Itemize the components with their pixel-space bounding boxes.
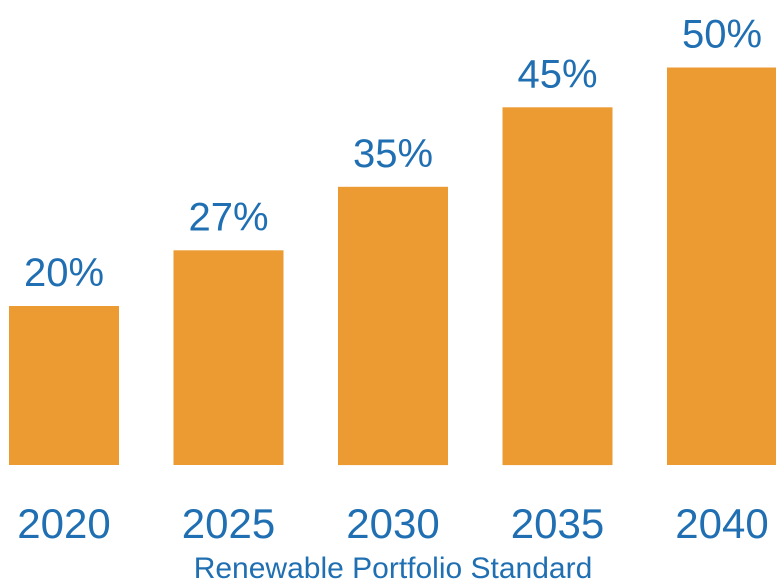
x-tick-label-2025: 2025 [182,500,275,547]
data-label-2020: 20% [24,251,104,295]
x-tick-label-2035: 2035 [511,500,604,547]
x-tick-label-2040: 2040 [675,500,768,547]
bar-2020 [9,306,119,465]
data-label-2040: 50% [682,13,762,57]
data-label-2035: 45% [517,52,597,96]
bar-2030 [338,186,448,466]
bar-2025 [173,250,284,465]
bar-2035 [502,107,613,466]
x-tick-label-2030: 2030 [346,500,439,547]
data-label-2025: 27% [188,195,268,239]
x-axis-title: Renewable Portfolio Standard [194,552,593,584]
x-tick-labels-group: 2020 2025 2030 2035 2040 [17,500,768,547]
x-tick-label-2020: 2020 [17,500,110,547]
bars-group [9,67,776,466]
bar-2040 [667,67,776,465]
data-label-2030: 35% [353,132,433,176]
bar-labels-group: 20% 27% 35% 45% 50% [24,13,762,296]
